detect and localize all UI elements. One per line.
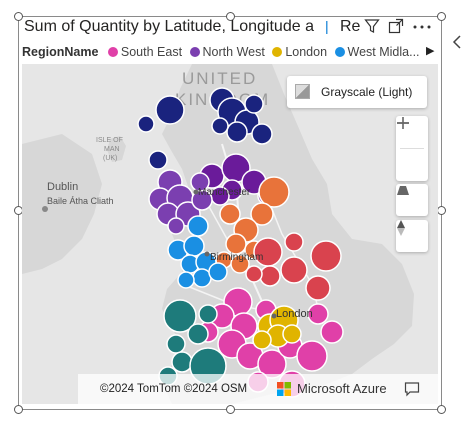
legend-dot [272,47,283,57]
visual-title: Sum of Quantity by Latitude, Longitude a [24,18,314,35]
map-style-picker[interactable]: Grayscale (Light) [287,76,427,108]
visual-title-continued: Re [340,18,361,35]
map-label-isle: (UK) [103,155,117,162]
bubbles-east-midlands[interactable] [215,176,290,274]
bubbles-south-east[interactable] [197,287,344,398]
map-canvas[interactable]: UNITED KINGDOM ISLE OF MAN (UK) Dublin B… [22,64,438,404]
resize-handle-tm[interactable] [226,12,235,21]
legend-dot [107,47,118,57]
legend: RegionName South East North West London … [22,42,436,62]
legend-item-london[interactable]: London [272,42,327,62]
legend-next-arrow[interactable]: ▶ [426,45,435,57]
bubbles-yorkshire[interactable] [199,153,275,206]
resize-handle-tr[interactable] [437,12,446,21]
minus-icon [397,122,409,124]
compass-control[interactable] [396,220,428,252]
microsoft-logo-icon [277,382,291,396]
legend-dot [334,47,345,57]
divider [400,148,424,149]
zoom-control [396,116,428,181]
bubbles-east[interactable] [245,232,342,301]
filter-icon[interactable] [364,18,380,34]
bubbles-north-east[interactable] [137,87,273,170]
map-surface: UNITED KINGDOM ISLE OF MAN (UK) Dublin B… [22,64,438,404]
legend-dot [189,47,200,57]
map-label-country: UNITED [182,69,257,88]
map-label-isle: MAN [104,146,120,153]
map-label-city: Dublin [47,181,78,193]
legend-item-west-midlands[interactable]: West Midla... [334,42,420,62]
legend-item-north-west[interactable]: North West [189,42,265,62]
pane-collapse-icon[interactable] [451,30,461,54]
resize-handle-bl[interactable] [14,405,23,414]
map-label-isle: ISLE OF [96,137,123,144]
zoom-out-button[interactable] [396,122,428,181]
resize-handle-br[interactable] [437,405,446,414]
compass-icon [397,220,405,236]
resize-handle-bm[interactable] [226,405,235,414]
map-attribution: ©2024 TomTom ©2024 OSM Microsoft Azure [78,374,438,404]
map-style-swatch-icon [295,84,310,99]
compass-button[interactable] [396,220,428,252]
provider-label: Microsoft Azure [297,381,387,396]
map-label-city: London [276,308,313,320]
map-label-city: Baile Átha Cliath [47,196,114,206]
resize-handle-mr[interactable] [437,206,446,215]
map-style-label: Grayscale (Light) [321,85,413,99]
more-options-icon[interactable] [411,18,435,34]
map-label-city: Manchester [198,187,251,198]
pitch-control[interactable] [396,184,428,216]
map-label-city: Birmingham [210,252,263,263]
title-separator: | [325,18,329,34]
bubbles-west-midlands[interactable] [167,215,228,289]
legend-title: RegionName [22,45,99,59]
bubbles-london[interactable] [252,305,302,350]
legend-item-south-east[interactable]: South East [107,42,182,62]
pitch-button[interactable] [396,184,428,216]
copyright-text: ©2024 TomTom ©2024 OSM [100,383,248,395]
pitch-icon [397,186,409,195]
resize-handle-tl[interactable] [14,12,23,21]
focus-mode-icon[interactable] [388,18,404,34]
feedback-icon[interactable] [404,381,420,397]
